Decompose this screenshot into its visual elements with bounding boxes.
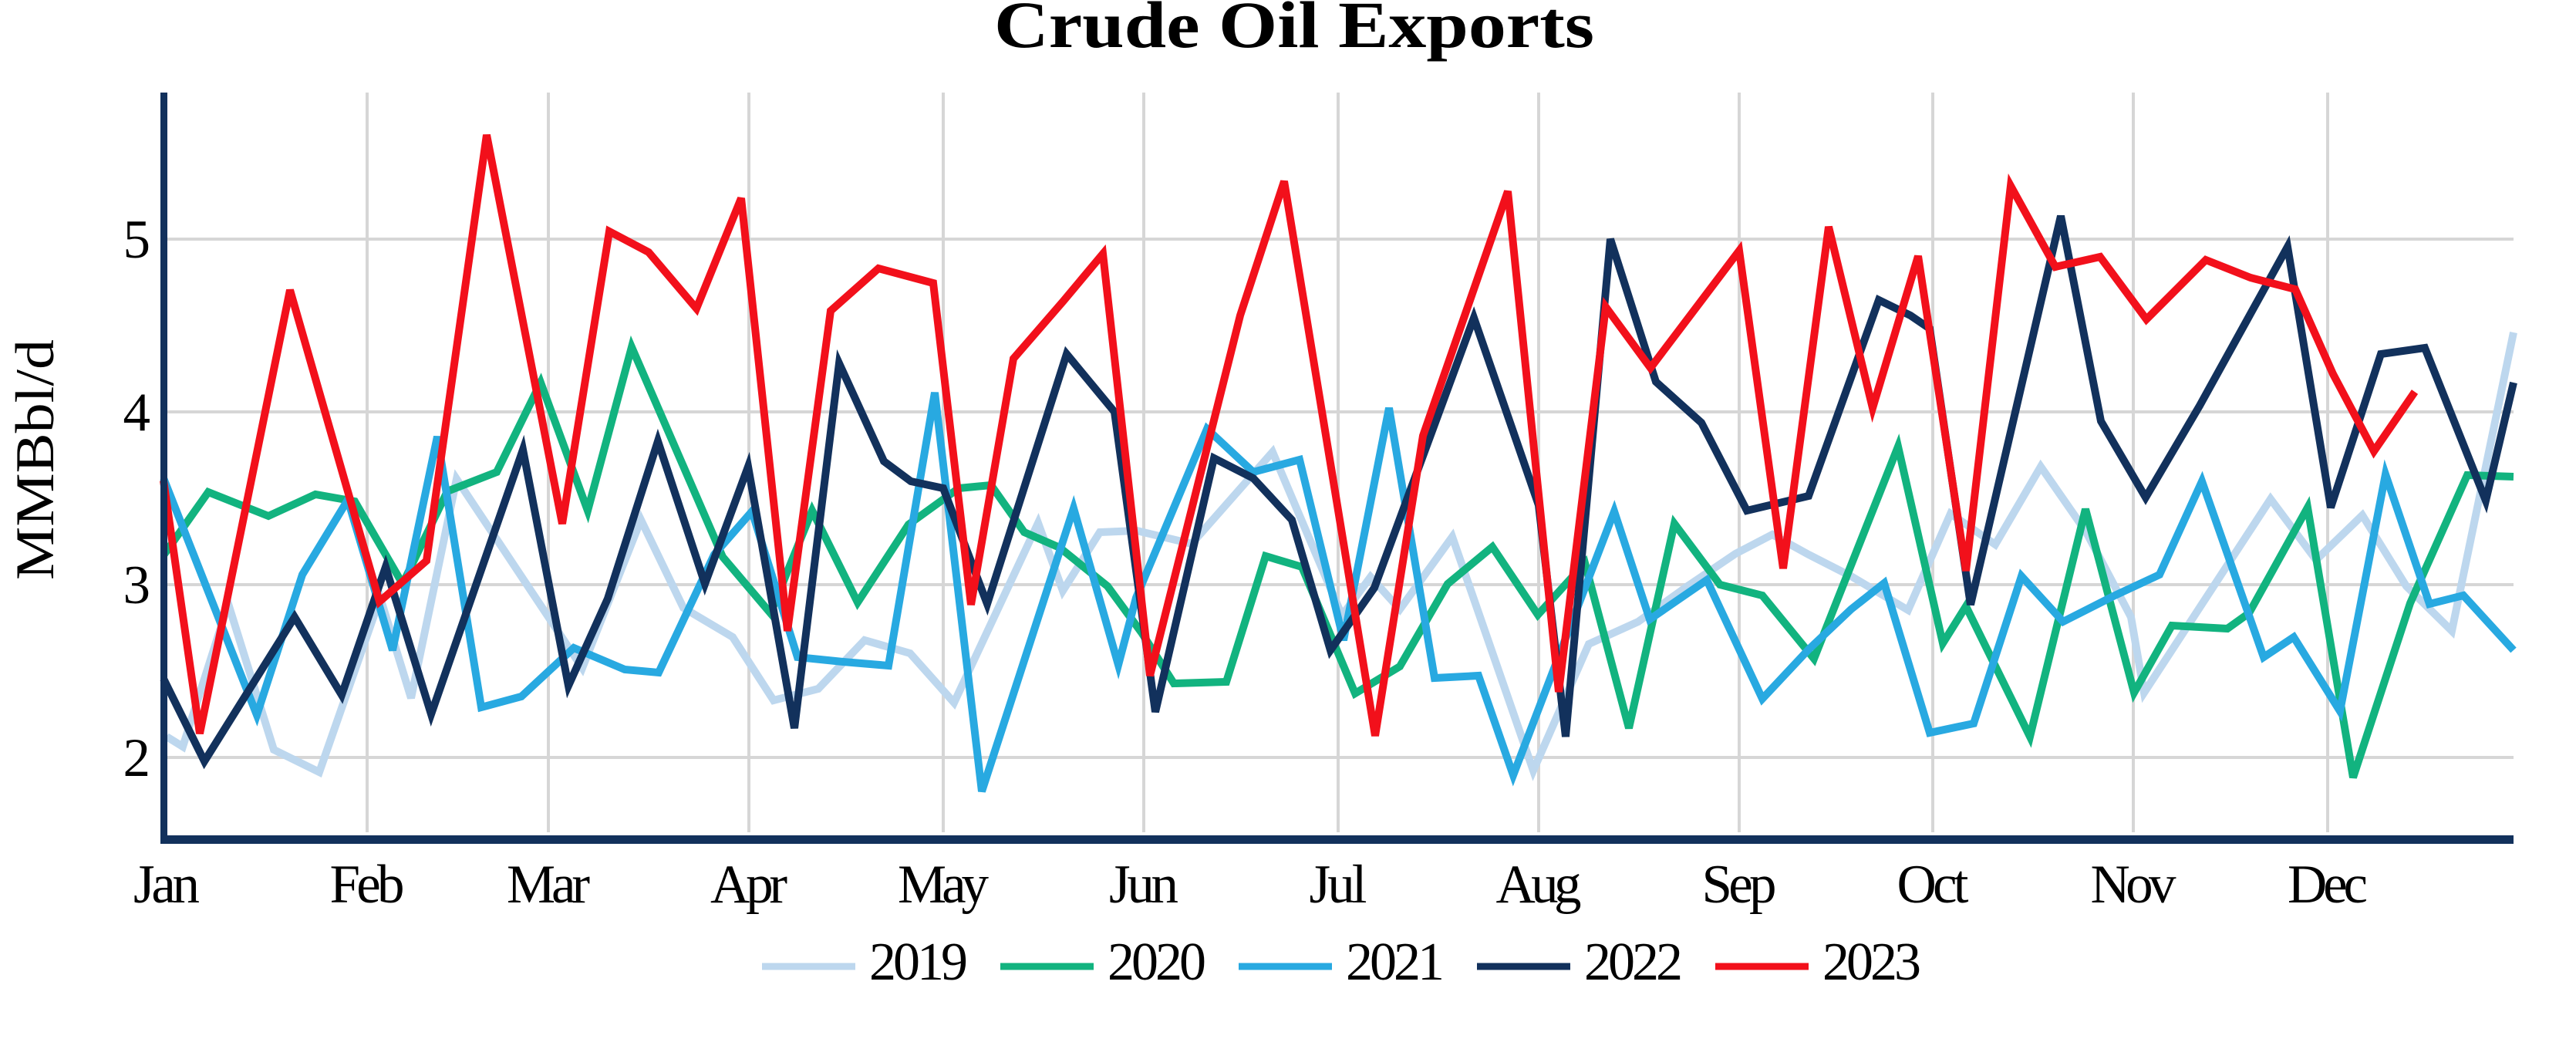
svg-text:May: May — [898, 855, 990, 915]
svg-text:2021: 2021 — [1346, 933, 1445, 992]
svg-text:Nov: Nov — [2091, 855, 2177, 915]
svg-text:2019: 2019 — [869, 933, 968, 992]
svg-text:5: 5 — [123, 210, 151, 270]
svg-text:Jun: Jun — [1109, 855, 1178, 915]
svg-text:Mar: Mar — [507, 855, 590, 915]
svg-text:Oct: Oct — [1897, 855, 1969, 915]
svg-text:Sep: Sep — [1702, 855, 1777, 915]
svg-text:Jul: Jul — [1310, 855, 1367, 915]
svg-text:Aug: Aug — [1496, 855, 1582, 915]
svg-text:Apr: Apr — [710, 855, 787, 915]
svg-text:3: 3 — [123, 555, 151, 616]
svg-text:2: 2 — [123, 728, 151, 788]
svg-text:MMBbl/d: MMBbl/d — [5, 339, 66, 580]
svg-text:2022: 2022 — [1584, 933, 1683, 992]
svg-text:Feb: Feb — [330, 855, 405, 915]
svg-text:2023: 2023 — [1822, 933, 1921, 992]
svg-text:Crude Oil Exports: Crude Oil Exports — [994, 0, 1594, 62]
svg-text:Jan: Jan — [133, 855, 200, 915]
svg-text:Dec: Dec — [2288, 855, 2368, 915]
svg-text:4: 4 — [123, 383, 151, 443]
svg-text:2020: 2020 — [1108, 933, 1206, 992]
